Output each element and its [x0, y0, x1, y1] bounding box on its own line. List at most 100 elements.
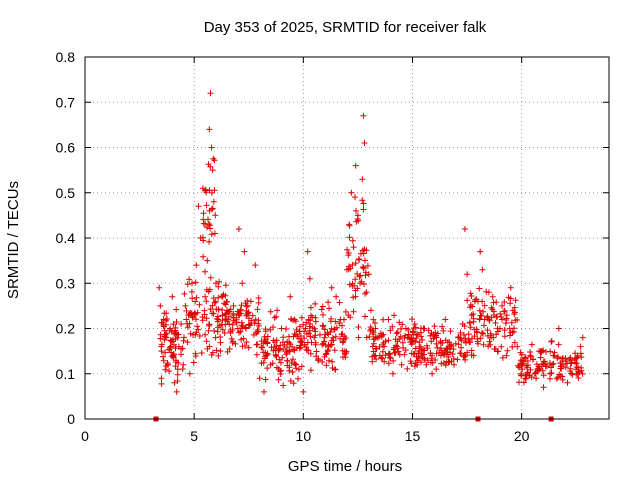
data-point [340, 354, 346, 361]
data-point [367, 324, 374, 331]
data-point [301, 328, 308, 335]
data-point [199, 185, 206, 192]
y-tick-label: 0.6 [56, 140, 76, 156]
data-point [355, 324, 362, 330]
data-point [160, 353, 166, 360]
data-point [296, 345, 303, 352]
data-point [509, 307, 516, 314]
data-point [429, 370, 436, 377]
data-point [431, 323, 438, 330]
data-point [409, 316, 415, 323]
data-point [254, 328, 261, 335]
data-point [501, 327, 508, 334]
data-point [489, 293, 496, 300]
data-point [339, 331, 346, 337]
data-point [342, 308, 349, 315]
data-point [555, 325, 562, 332]
data-point [523, 362, 530, 369]
data-point [156, 284, 163, 291]
data-point [239, 280, 246, 287]
data-point [277, 368, 284, 375]
data-point [180, 337, 187, 344]
data-point [282, 348, 289, 355]
data-point [423, 361, 430, 368]
data-point [298, 339, 305, 346]
data-point [287, 293, 294, 300]
data-point [428, 355, 435, 362]
data-point [370, 316, 377, 323]
data-point [469, 335, 475, 342]
data-point [273, 364, 280, 371]
data-point [274, 307, 281, 314]
data-point [290, 333, 297, 340]
data-point [508, 319, 515, 326]
data-point [241, 248, 248, 255]
data-point [258, 338, 265, 345]
data-point [226, 345, 233, 352]
data-point [439, 323, 446, 330]
data-point [275, 376, 282, 383]
data-point [175, 343, 182, 350]
data-point [219, 293, 225, 300]
data-point [216, 278, 223, 285]
data-point [498, 343, 505, 350]
data-point [373, 356, 380, 363]
data-point [441, 347, 448, 354]
data-point [328, 337, 335, 344]
data-point [209, 349, 216, 356]
data-point [221, 330, 228, 336]
data-point [328, 315, 335, 322]
data-point [307, 317, 314, 324]
data-point [391, 349, 398, 356]
data-point [199, 314, 206, 321]
data-point [467, 302, 474, 308]
data-point [432, 329, 439, 336]
data-point [391, 312, 398, 319]
x-tick-label: 5 [190, 428, 198, 444]
data-point [511, 339, 518, 346]
data-point [568, 357, 575, 364]
data-point [203, 202, 210, 209]
data-point [481, 302, 488, 309]
data-point [470, 352, 477, 359]
data-point [202, 268, 208, 275]
data-point [490, 334, 497, 341]
y-axis-label: SRMTID / TECUs [5, 181, 22, 299]
data-point [207, 90, 214, 97]
data-point [331, 347, 338, 354]
data-point [539, 367, 546, 374]
data-point [556, 371, 563, 378]
data-point [168, 349, 175, 356]
data-point [359, 197, 366, 204]
data-point [307, 350, 314, 357]
data-point [184, 339, 191, 346]
data-point [277, 359, 284, 366]
data-point [516, 362, 523, 369]
data-point [160, 316, 167, 323]
data-point [501, 333, 508, 340]
data-point [393, 330, 400, 337]
data-point [227, 306, 234, 313]
y-tick-label: 0.1 [56, 366, 76, 382]
data-point [287, 378, 294, 384]
data-point [411, 363, 418, 370]
y-tick-label: 0.2 [56, 321, 76, 337]
data-point [502, 320, 509, 327]
data-point [461, 226, 468, 232]
data-point [222, 282, 229, 289]
data-point [437, 352, 444, 359]
data-point [434, 330, 441, 337]
data-point [217, 339, 224, 346]
data-point [543, 348, 549, 355]
data-point [480, 341, 487, 348]
data-point [387, 355, 394, 362]
data-point [173, 306, 180, 313]
data-point [235, 311, 242, 318]
data-point [380, 316, 387, 323]
data-point [499, 302, 506, 309]
data-point [437, 338, 444, 345]
data-point [379, 348, 386, 355]
data-point [193, 262, 200, 269]
data-point [527, 366, 534, 373]
data-point [371, 353, 378, 359]
